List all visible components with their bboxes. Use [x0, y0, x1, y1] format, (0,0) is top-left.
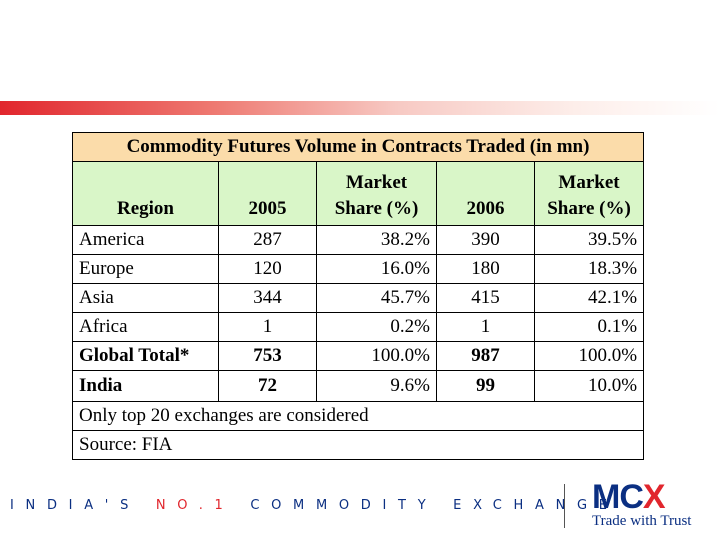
header-2006: 2006: [436, 161, 535, 226]
logo-mc: MC: [592, 478, 644, 516]
header-share-2006-bottom: Share (%): [547, 198, 631, 219]
share-2006-cell: 0.1%: [533, 312, 645, 342]
volume-2006-cell: 1: [436, 312, 535, 342]
share-2006-cell: 42.1%: [533, 283, 645, 313]
header-2005: 2005: [218, 161, 317, 226]
table-row: America 287 38.2% 390 39.5%: [72, 225, 645, 255]
volume-2005-cell: 1: [218, 312, 317, 342]
tagline-part1: INDIA'S: [10, 498, 156, 513]
header-share-2005-bottom: Share (%): [334, 198, 419, 219]
volume-2006-cell: 99: [436, 370, 535, 402]
volume-2005-cell: 287: [218, 225, 317, 255]
table-row-india: India 72 9.6% 99 10.0%: [72, 370, 645, 402]
volume-2005-cell: 753: [218, 341, 317, 371]
footer-divider: [564, 484, 565, 528]
share-2006-cell: 100.0%: [533, 341, 645, 371]
table-row: Europe 120 16.0% 180 18.3%: [72, 254, 645, 284]
tagline-part3: COMMODITY EXCHANGE: [234, 498, 619, 513]
share-2005-cell: 16.0%: [316, 254, 437, 284]
volume-2006-cell: 987: [436, 341, 535, 371]
share-2006-cell: 39.5%: [533, 225, 645, 255]
mcx-logo: MCX Trade with Trust: [590, 480, 710, 532]
region-cell: Asia: [72, 283, 219, 313]
region-cell: America: [72, 225, 219, 255]
logo-x: X: [642, 478, 666, 516]
table-row-global-total: Global Total* 753 100.0% 987 100.0%: [72, 341, 645, 371]
share-2005-cell: 38.2%: [316, 225, 437, 255]
header-share-2006-top: Market: [558, 172, 620, 193]
header-gradient-band: [0, 101, 720, 115]
region-cell: Global Total*: [72, 341, 219, 371]
share-2006-cell: 10.0%: [533, 370, 645, 402]
share-2005-cell: 100.0%: [316, 341, 437, 371]
share-2005-cell: 45.7%: [316, 283, 437, 313]
logo-tagline: Trade with Trust: [592, 513, 692, 529]
tagline-part2: NO.1: [155, 498, 235, 513]
volume-2006-cell: 180: [436, 254, 535, 284]
volume-2005-cell: 120: [218, 254, 317, 284]
region-cell: Africa: [72, 312, 219, 342]
volume-2006-cell: 415: [436, 283, 535, 313]
share-2005-cell: 9.6%: [316, 370, 437, 402]
volume-2005-cell: 72: [218, 370, 317, 402]
header-share-2005: Market Share (%): [316, 161, 437, 226]
table-title: Commodity Futures Volume in Contracts Tr…: [71, 132, 645, 162]
region-cell: Europe: [72, 254, 219, 284]
volume-2005-cell: 344: [218, 283, 317, 313]
share-2006-cell: 18.3%: [533, 254, 645, 284]
table-row: Africa 1 0.2% 1 0.1%: [72, 312, 645, 342]
header-share-2006: Market Share (%): [533, 161, 645, 226]
footer-tagline: INDIA'S NO.1 COMMODITY EXCHANGE: [10, 498, 619, 513]
table-note: Only top 20 exchanges are considered: [71, 401, 645, 431]
header-region: Region: [72, 161, 219, 226]
header-share-2005-top: Market: [345, 172, 408, 193]
region-cell: India: [72, 370, 219, 402]
table-row: Asia 344 45.7% 415 42.1%: [72, 283, 645, 313]
mcx-logo-mark: MCX: [592, 478, 666, 516]
share-2005-cell: 0.2%: [316, 312, 437, 342]
table-source: Source: FIA: [71, 430, 645, 460]
volume-2006-cell: 390: [436, 225, 535, 255]
commodity-futures-table: Commodity Futures Volume in Contracts Tr…: [71, 132, 645, 460]
